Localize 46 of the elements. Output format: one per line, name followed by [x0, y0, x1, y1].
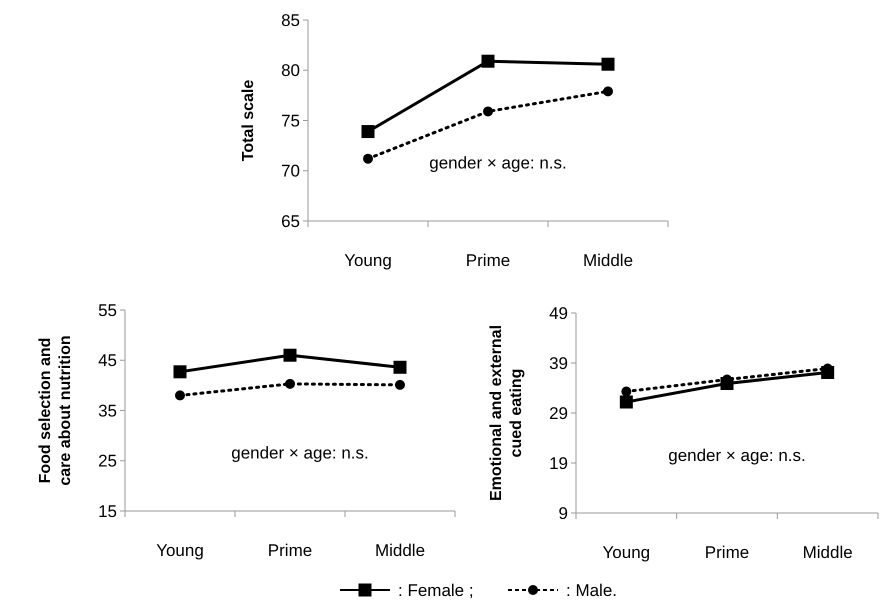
point [174, 365, 186, 378]
point [363, 154, 373, 164]
y-axis-title: Total scale [240, 80, 257, 162]
y-tick-label: 75 [281, 111, 300, 130]
point [395, 380, 405, 390]
x-tick-label: Prime [268, 541, 312, 560]
y-tick-label: 29 [549, 404, 568, 423]
y-tick-label: 55 [98, 300, 117, 320]
x-tick-label: Middle [374, 541, 426, 560]
x-tick-label: Prime [704, 543, 750, 562]
y-tick-label: 65 [281, 212, 300, 231]
point [284, 348, 296, 362]
annotation: gender × age: n.s. [668, 446, 806, 465]
point [285, 378, 295, 389]
point [621, 386, 632, 396]
point [603, 86, 613, 96]
point [175, 390, 185, 400]
y-tick-label: 15 [98, 502, 117, 521]
point [362, 125, 374, 138]
y-tick-label: 25 [98, 452, 117, 471]
y-tick-label: 39 [549, 354, 568, 373]
point [602, 58, 614, 71]
y-tick-label: 80 [281, 61, 300, 80]
x-tick-label: Young [602, 543, 650, 562]
point [620, 396, 633, 408]
y-tick-label: 70 [281, 162, 300, 181]
x-tick-label: Young [344, 251, 392, 270]
y-axis-title: Emotional and external cued eating [488, 324, 525, 502]
annotation: gender × age: n.s. [429, 154, 567, 173]
y-tick-label: 45 [98, 351, 117, 370]
point [483, 106, 493, 116]
legend-label: : Female ; [398, 580, 474, 600]
x-tick-label: Middle [582, 251, 634, 270]
point [394, 360, 406, 374]
y-tick-label: 49 [549, 304, 568, 323]
y-tick-label: 35 [98, 401, 117, 420]
y-tick-label: 19 [549, 454, 568, 473]
x-tick-label: Young [156, 541, 204, 560]
x-tick-label: Middle [802, 543, 853, 562]
point [482, 54, 494, 68]
y-axis-title: Food selection and care about nutrition [37, 335, 74, 486]
annotation: gender × age: n.s. [231, 444, 369, 463]
y-tick-label: 9 [558, 504, 568, 523]
y-tick-label: 85 [281, 10, 300, 30]
legend-label: : Male. [566, 580, 618, 600]
x-tick-label: Prime [466, 251, 510, 270]
